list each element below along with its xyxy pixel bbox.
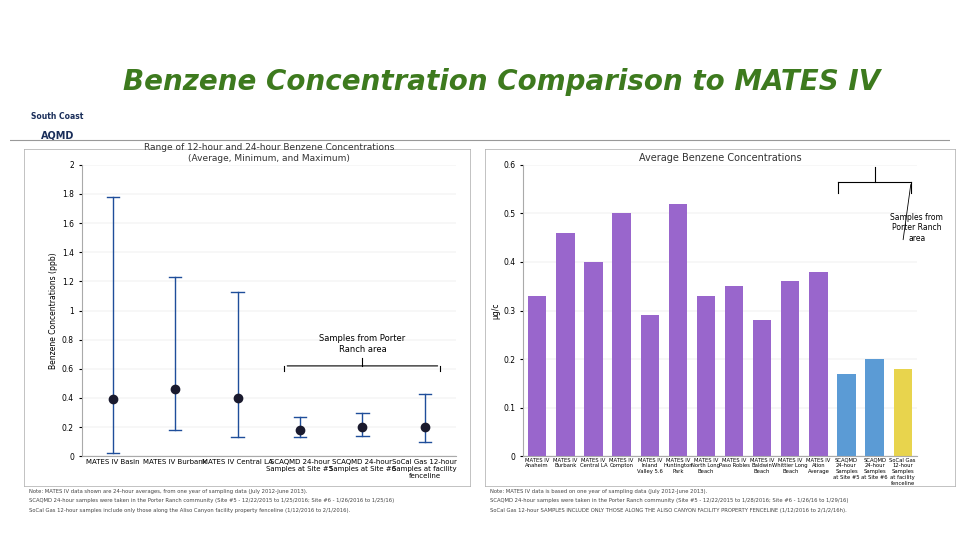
Text: Samples from
Porter Ranch
area: Samples from Porter Ranch area [890,213,944,243]
Text: Benzene Concentration Comparison to MATES IV: Benzene Concentration Comparison to MATE… [124,68,880,96]
Text: Note: MATES IV data shown are 24-hour averages, from one year of sampling data (: Note: MATES IV data shown are 24-hour av… [29,489,307,494]
Bar [612,213,631,456]
Bar [753,320,771,456]
Bar [528,296,546,456]
Bar [669,204,687,456]
Bar [725,286,743,456]
Text: South Coast: South Coast [32,112,84,120]
Bar [585,262,603,456]
Text: SCAQMD 24-hour samples were taken in the Porter Ranch community (Site #5 - 12/22: SCAQMD 24-hour samples were taken in the… [29,498,394,503]
Y-axis label: μg/c: μg/c [492,302,501,319]
Title: Average Benzene Concentrations: Average Benzene Concentrations [638,152,802,163]
Bar [837,374,855,456]
Bar [781,281,800,456]
Bar [894,369,912,456]
Title: Range of 12-hour and 24-hour Benzene Concentrations
(Average, Minimum, and Maxim: Range of 12-hour and 24-hour Benzene Con… [144,143,394,163]
Text: 18: 18 [916,523,931,532]
Bar [866,359,884,456]
Text: Note: MATES IV data is based on one year of sampling data (July 2012-June 2013).: Note: MATES IV data is based on one year… [490,489,707,494]
Bar [556,233,574,456]
Text: AQMD: AQMD [41,130,74,140]
Text: Samples from Porter
Ranch area: Samples from Porter Ranch area [320,334,405,354]
Bar [809,272,828,456]
Text: SoCal Gas 12-hour samples include only those along the Aliso Canyon facility pro: SoCal Gas 12-hour samples include only t… [29,508,350,513]
Text: SoCal Gas 12-hour SAMPLES INCLUDE ONLY THOSE ALONG THE ALISO CANYON FACILITY PRO: SoCal Gas 12-hour SAMPLES INCLUDE ONLY T… [490,508,847,513]
Y-axis label: Benzene Concentrations (ppb): Benzene Concentrations (ppb) [49,252,58,369]
Bar [640,315,659,456]
Text: SCAQMD 24-hour samples were taken in the Porter Ranch community (Site #5 - 12/22: SCAQMD 24-hour samples were taken in the… [490,498,848,503]
Bar [697,296,715,456]
